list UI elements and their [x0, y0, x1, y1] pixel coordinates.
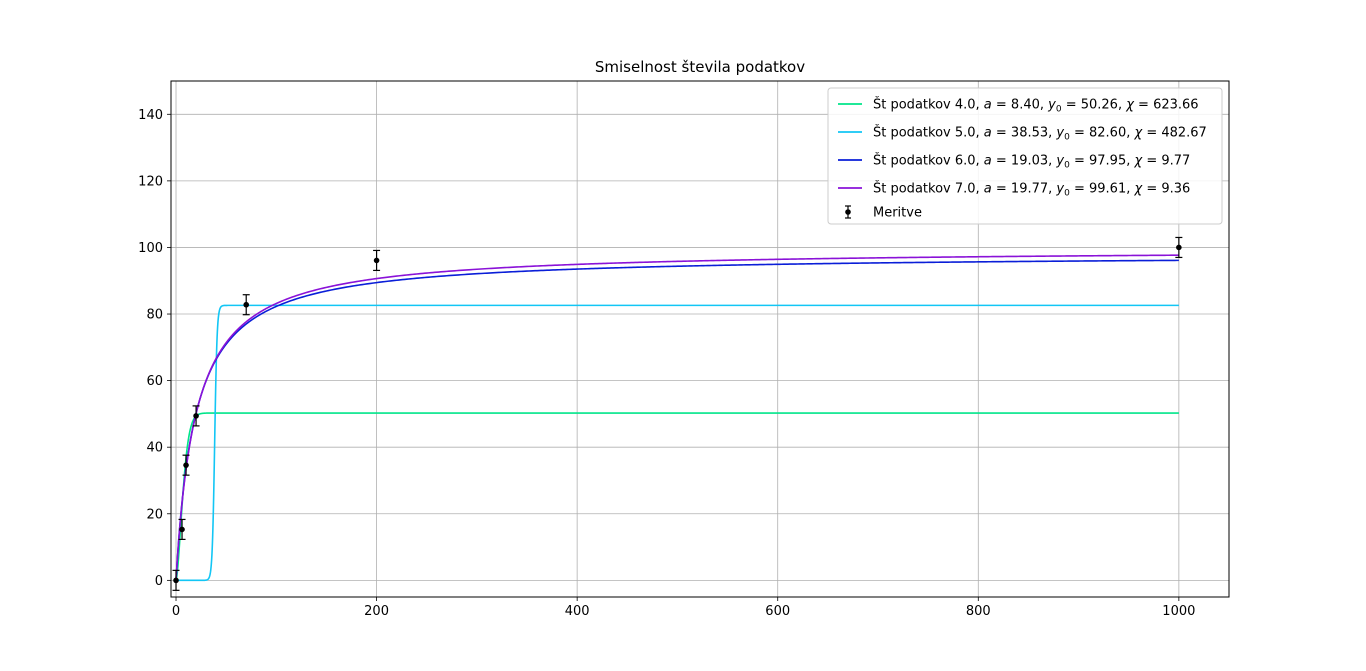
measurement-marker	[183, 462, 189, 468]
y-tick-label: 20	[146, 507, 163, 522]
plot-frame	[170, 80, 1230, 598]
measurement-point	[192, 405, 200, 427]
y-tick-label: 80	[146, 308, 163, 323]
measurement-point	[373, 249, 381, 272]
legend: Št podatkov 4.0, a = 8.40, y0 = 50.26, χ…	[827, 87, 1223, 225]
measurement-marker	[179, 526, 185, 533]
x-tick-label: 800	[966, 604, 991, 619]
grid	[171, 81, 1229, 597]
measurement-points	[172, 236, 1183, 591]
legend-label-measurements: Meritve	[873, 206, 922, 221]
legend-label-1: Št podatkov 4.0, a = 8.40, y0 = 50.26, χ…	[873, 97, 1199, 115]
y-tick-label: 120	[138, 174, 163, 189]
series-line-4	[175, 254, 1179, 581]
x-tick-label: 1000	[1162, 604, 1195, 619]
legend-label-3: Št podatkov 6.0, a = 19.03, y0 = 97.95, …	[873, 153, 1190, 171]
y-tick-label: 140	[138, 108, 163, 123]
y-tick-label: 100	[138, 241, 163, 256]
plot-series	[175, 254, 1179, 582]
measurement-point	[178, 518, 186, 541]
legend-box	[827, 87, 1223, 225]
measurement-point	[1175, 236, 1183, 259]
measurement-marker	[1176, 244, 1182, 251]
x-tick-label: 0	[172, 604, 180, 619]
series-line-2	[176, 304, 1179, 582]
series-line-1	[175, 412, 1179, 581]
measurement-point	[242, 294, 250, 316]
chart-title: Smiselnost števila podatkov	[595, 58, 805, 76]
x-tick-label: 200	[364, 604, 389, 619]
y-tick-label: 60	[146, 374, 163, 389]
measurement-point	[172, 569, 180, 591]
axis-ticks: 0 200 400 600 800 1000 0 20 40 60 80 100 120 140	[138, 108, 1195, 619]
measurement-marker	[243, 301, 250, 308]
measurement-marker	[193, 413, 199, 419]
measurement-marker	[373, 257, 380, 264]
legend-swatch-measurements	[845, 205, 851, 219]
x-tick-label: 600	[765, 604, 790, 619]
legend-label-2: Št podatkov 5.0, a = 38.53, y0 = 82.60, …	[873, 125, 1207, 143]
legend-label-4: Št podatkov 7.0, a = 19.77, y0 = 99.61, …	[873, 181, 1190, 199]
y-tick-label: 0	[155, 574, 163, 589]
measurement-marker	[173, 577, 179, 584]
x-tick-label: 400	[565, 604, 590, 619]
y-tick-label: 40	[146, 441, 163, 456]
measurement-point	[182, 454, 190, 476]
